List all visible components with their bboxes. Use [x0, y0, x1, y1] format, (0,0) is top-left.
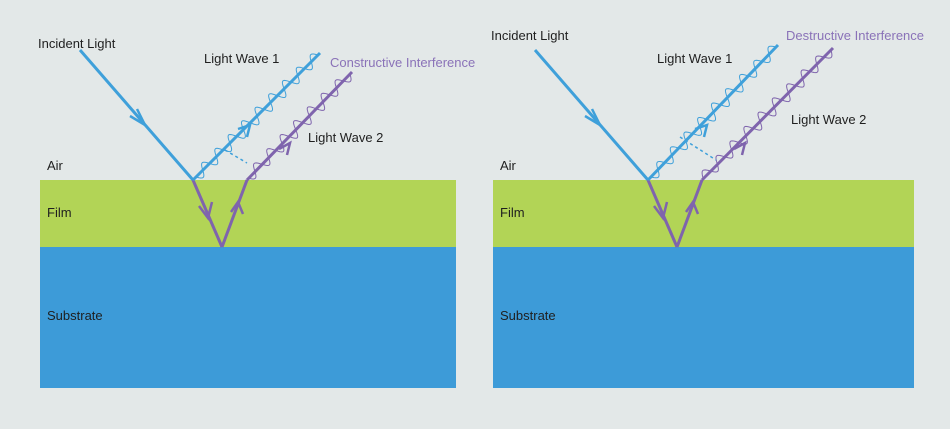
incident-light-label: Incident Light: [491, 28, 569, 43]
light-wave-2-ray: [245, 70, 354, 182]
incident-light-label: Incident Light: [38, 36, 116, 51]
film-layer: [40, 180, 456, 247]
refracted-up-arrowhead: [684, 199, 700, 215]
light-wave-1-arrowhead: [694, 123, 709, 138]
light-wave-1-ray: [191, 51, 322, 182]
destructive-panel: Air Film Substrate Incident Light Light …: [491, 28, 924, 388]
light-wave-1-ray: [646, 43, 780, 182]
refracted-up-arrowhead: [229, 199, 245, 215]
light-wave-2-arrowhead: [733, 140, 747, 156]
light-wave-2-wiggle: [247, 73, 352, 180]
incident-ray: [78, 49, 195, 181]
refracted-down-arrowhead: [653, 201, 669, 221]
air-label: Air: [47, 158, 64, 173]
incident-ray: [533, 49, 650, 181]
light-wave-1-wiggle: [195, 53, 319, 179]
light-wave-1-label: Light Wave 1: [657, 51, 732, 66]
light-wave-1-arrowhead: [237, 123, 252, 138]
incident-arrowhead: [584, 108, 604, 129]
constructive-panel: Air Film Substrate Incident Light Light …: [38, 36, 475, 388]
light-wave-2-label: Light Wave 2: [308, 130, 383, 145]
light-wave-1-wiggle: [650, 45, 777, 179]
refracted-ray-up: [675, 179, 704, 248]
refracted-ray-down: [191, 179, 224, 248]
film-layer: [493, 180, 914, 247]
wavefront-dashed-line: [224, 149, 248, 164]
light-wave-2-label: Light Wave 2: [791, 112, 866, 127]
substrate-layer: [493, 247, 914, 388]
refracted-ray-up: [220, 179, 249, 248]
refracted-ray-down: [646, 179, 679, 248]
light-wave-2-wiggle: [701, 49, 833, 179]
light-wave-1-label: Light Wave 1: [204, 51, 279, 66]
film-label: Film: [500, 205, 525, 220]
incident-arrowhead: [129, 108, 149, 129]
substrate-label: Substrate: [47, 308, 103, 323]
film-label: Film: [47, 205, 72, 220]
light-wave-2-arrowhead: [278, 140, 292, 156]
substrate-label: Substrate: [500, 308, 556, 323]
substrate-layer: [40, 247, 456, 388]
interference-label: Destructive Interference: [786, 28, 924, 43]
refracted-down-arrowhead: [198, 201, 214, 221]
wavefront-dashed-line: [679, 136, 717, 161]
air-label: Air: [500, 158, 517, 173]
interference-label: Constructive Interference: [330, 55, 475, 70]
